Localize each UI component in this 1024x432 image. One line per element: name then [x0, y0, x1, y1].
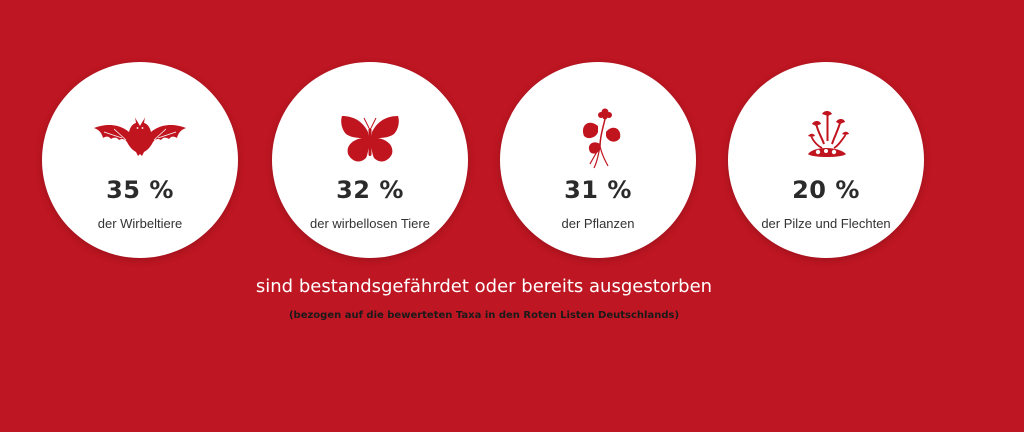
bat-icon — [92, 106, 188, 172]
stat-percent: 32 % — [336, 176, 404, 204]
stat-card-vertebrates: 35 % der Wirbeltiere — [42, 62, 238, 258]
stat-percent: 35 % — [106, 176, 174, 204]
headline: sind bestandsgefährdet oder bereits ausg… — [255, 276, 713, 297]
stat-label: der Pilze und Flechten — [761, 216, 891, 231]
stat-label: der wirbellosen Tiere — [310, 216, 430, 231]
stat-card-plants: 31 % der Pflanzen — [500, 62, 696, 258]
stat-percent: 31 % — [564, 176, 632, 204]
butterfly-icon — [322, 106, 418, 172]
stat-label: der Wirbeltiere — [97, 216, 183, 231]
fungi-lichen-icon — [778, 106, 874, 172]
source-note: (bezogen auf die bewerteten Taxa in den … — [288, 310, 680, 321]
stat-label: der Pflanzen — [561, 216, 635, 231]
stat-percent: 20 % — [792, 176, 860, 204]
plant-icon — [550, 106, 646, 172]
stat-card-fungi-lichens: 20 % der Pilze und Flechten — [728, 62, 924, 258]
stats-row: 35 % der Wirbeltiere 32 % der wirbellose… — [42, 62, 924, 258]
stat-card-invertebrates: 32 % der wirbellosen Tiere — [272, 62, 468, 258]
